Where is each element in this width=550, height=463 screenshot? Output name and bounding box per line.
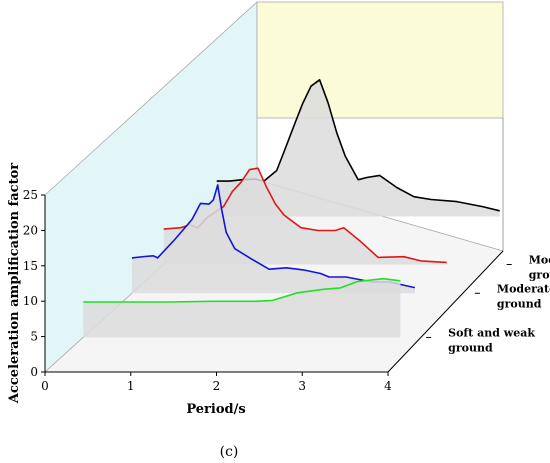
x-tick-label: 1 bbox=[127, 379, 135, 393]
series-fill-moderately-soft-ground bbox=[131, 185, 415, 294]
y-axis-title: Acceleration amplification factor bbox=[7, 163, 22, 404]
series-layer bbox=[83, 79, 500, 338]
x-tick-label: 3 bbox=[298, 379, 306, 393]
series-label-soft-and-weak-ground: Soft and weak ground bbox=[448, 326, 535, 354]
ticks: 0 1 2 3 4 0 5 10 15 20 25 bbox=[23, 188, 512, 393]
series-fill-hard-ground bbox=[216, 79, 500, 217]
y-tick-label: 25 bbox=[23, 188, 38, 202]
x-tick-label: 2 bbox=[213, 379, 221, 393]
series-line-soft-and-weak-ground bbox=[83, 277, 401, 303]
top-wall-panel bbox=[256, 1, 504, 119]
x-tick-label: 0 bbox=[41, 379, 49, 393]
y-tick-label: 20 bbox=[23, 223, 38, 237]
series-fill-soft-and-weak-ground bbox=[83, 278, 401, 338]
y-tick-label: 15 bbox=[23, 259, 38, 273]
series-line-moderately-soft-ground bbox=[131, 184, 416, 289]
figure-caption: (c) bbox=[220, 444, 239, 460]
y-tick-label: 10 bbox=[23, 294, 38, 308]
x-tick-label: 4 bbox=[384, 379, 392, 393]
x-axis-title: Period/s bbox=[186, 402, 245, 417]
depth-axis-line bbox=[387, 250, 504, 373]
series-label-moderately-soft-ground: Moderately softground bbox=[497, 282, 550, 310]
y-tick-label: 0 bbox=[30, 365, 38, 379]
series-fill-moderately-hard-ground bbox=[163, 168, 447, 265]
series-label-moderately-hard-ground: Moderately hardground bbox=[529, 253, 550, 281]
y-tick-label: 5 bbox=[30, 330, 38, 344]
